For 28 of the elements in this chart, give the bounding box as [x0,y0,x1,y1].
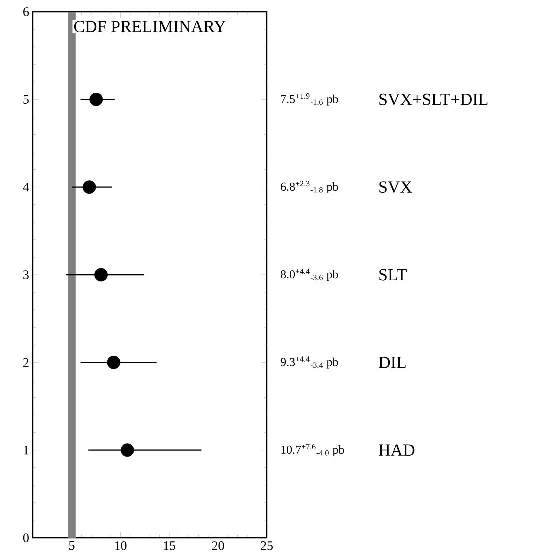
point [90,92,104,106]
text: SVX [380,182,412,194]
point [120,444,134,458]
text: 7.5$^{+1.9}$$_{-1.6}$ pb [281,94,338,106]
text: 8.0$^{+4.4}$$_{-3.6}$ pb [280,268,338,282]
text: DIL [379,357,406,368]
point [94,268,108,282]
y-tick-label: 2 [24,358,29,367]
y-tick-label: 1 [24,446,29,455]
x-tick-label: 20 [212,542,224,550]
x-tick-label: 25 [261,542,273,550]
text: SLT [380,269,407,281]
y-tick-label: 3 [24,270,29,280]
point [82,180,96,194]
y-tick-label: 6 [24,8,30,16]
text: HAD [379,444,415,456]
text: 9.3$^{+4.4}$$_{-3.4}$ pb [280,356,338,369]
y-tick-label: 4 [23,183,30,192]
y-tick-label: 5 [24,95,29,104]
text: 6.8$^{+2.3}$$_{-1.8}$ pb [281,181,338,194]
x-tick-label: 15 [164,542,176,550]
point [107,356,121,370]
x-tick-label: 5 [70,542,75,550]
text: 10.7$^{+7.6}$$_{-4.0}$ pb [282,444,344,456]
chart-title: CDF PRELIMINARY [74,21,226,33]
text: SVX+SLT+DIL [380,94,488,106]
y-tick-label: 0 [23,534,29,542]
x-tick-label: 10 [115,542,127,550]
